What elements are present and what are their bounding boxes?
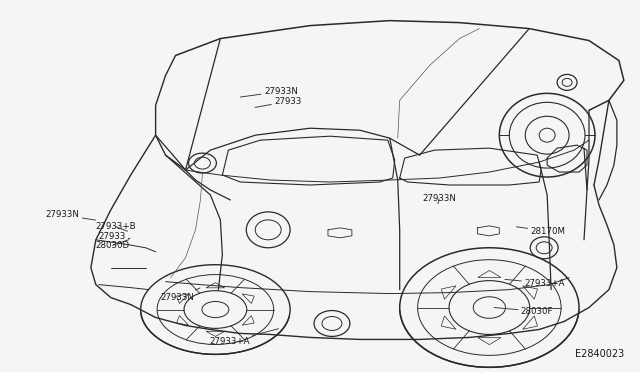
Text: 27933N: 27933N — [46, 211, 95, 220]
Text: 27933N: 27933N — [422, 195, 456, 204]
Text: 28030F: 28030F — [494, 307, 554, 316]
Text: 27933N: 27933N — [161, 288, 200, 302]
Text: 27933+A: 27933+A — [209, 329, 278, 346]
Text: E2840023: E2840023 — [575, 349, 624, 359]
Text: 28170M: 28170M — [516, 227, 565, 236]
Text: 27933: 27933 — [255, 97, 301, 108]
Text: 27933+B: 27933+B — [95, 222, 136, 231]
Text: 27933: 27933 — [98, 231, 130, 241]
Text: 27933+A: 27933+A — [505, 279, 564, 288]
Text: 28030D: 28030D — [95, 240, 130, 250]
Text: 27933N: 27933N — [240, 87, 298, 97]
